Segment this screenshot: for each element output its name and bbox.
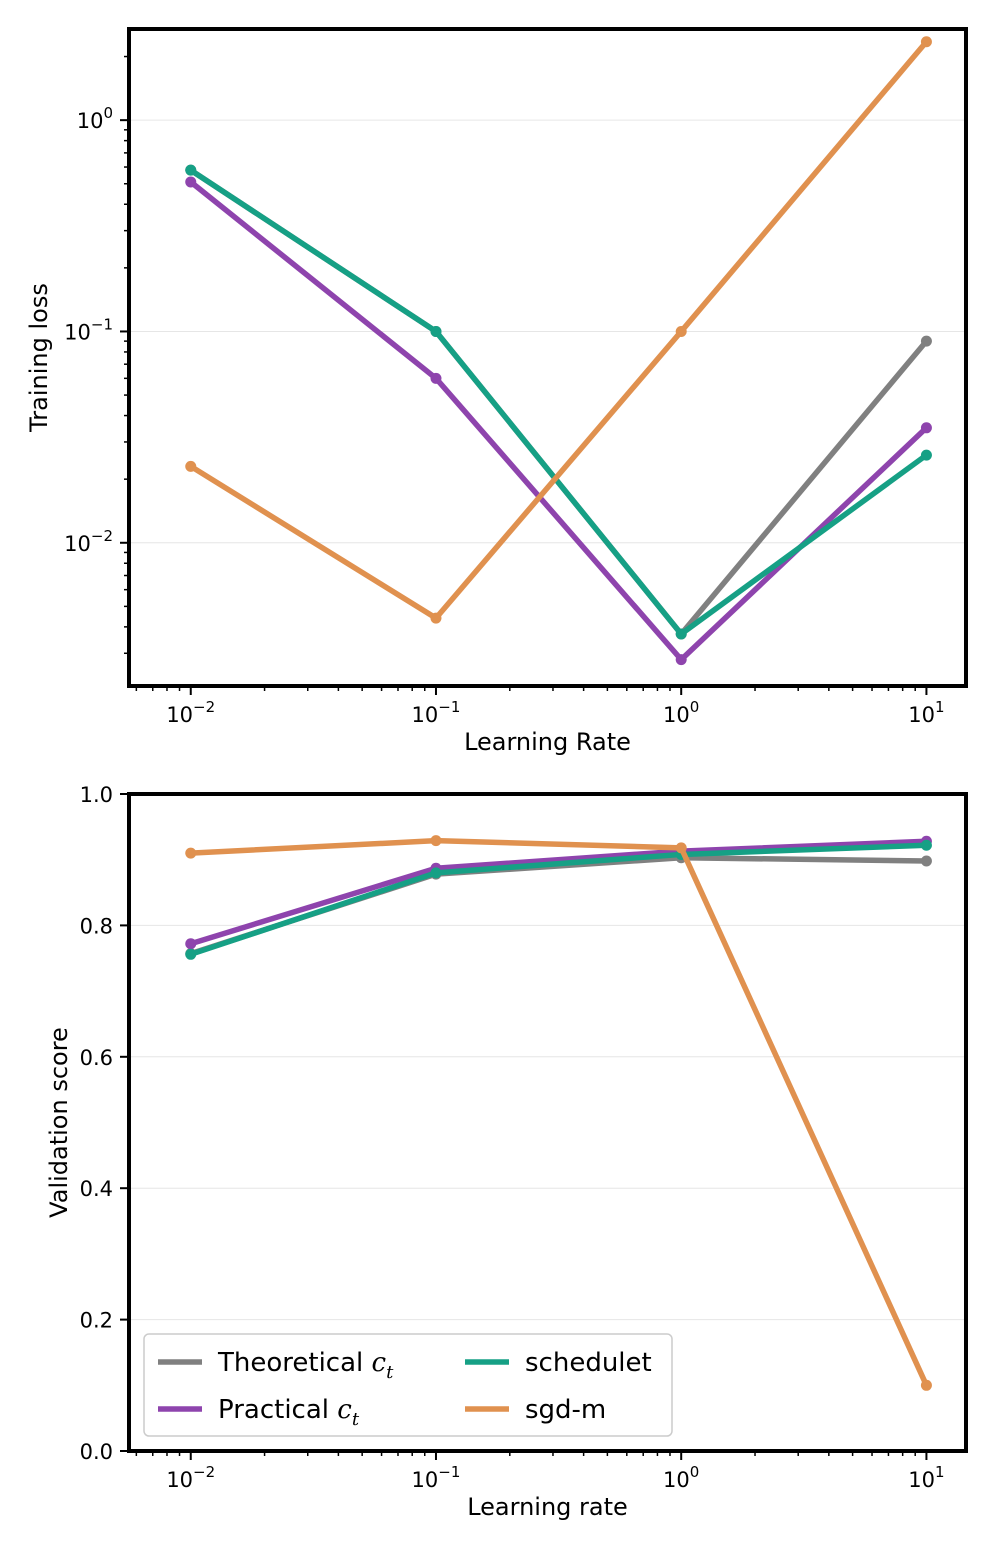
y-tick-label: 0.8 <box>80 914 113 938</box>
legend-label: Theoretical ct <box>217 1348 394 1383</box>
legend-label: Practical ct <box>218 1395 360 1430</box>
series-line-sgd-m <box>188 837 930 1389</box>
data-point-sgd-m <box>675 842 687 854</box>
training-loss-chart: 10−2 10−1 100 101 10−2 10−1 100 Learning Rate Tr… <box>25 27 968 756</box>
data-point-sgd-m <box>675 325 687 337</box>
x-tick-label: 10−2 <box>166 1463 215 1492</box>
y-tick-label: 0.0 <box>80 1440 113 1464</box>
data-point-practical <box>920 422 932 434</box>
x-tick-label: 101 <box>908 1463 944 1492</box>
data-point-practical <box>185 938 197 950</box>
series-line-sgd-m <box>188 38 930 621</box>
y-axis-label: Validation score <box>45 1027 73 1218</box>
x-tick-label: 10−2 <box>166 698 215 727</box>
data-point-schedulet <box>185 948 197 960</box>
plot-frame <box>127 27 968 688</box>
legend-box <box>143 1333 673 1437</box>
data-point-schedulet <box>430 867 442 879</box>
y-tick-label: 0.6 <box>80 1046 113 1070</box>
y-tick-label: 10−2 <box>64 527 113 556</box>
y-tick-label: 1.0 <box>80 783 113 807</box>
data-point-practical <box>675 654 687 666</box>
series-line-practical <box>188 179 930 663</box>
series-line-practical <box>188 838 930 947</box>
data-point-schedulet <box>675 628 687 640</box>
data-point-schedulet <box>185 164 197 176</box>
data-point-theoretical <box>920 855 932 867</box>
series-line-schedulet <box>188 167 930 637</box>
x-tick-label: 10−1 <box>412 698 461 727</box>
data-point-practical <box>430 372 442 384</box>
legend-label: schedulet <box>525 1348 652 1378</box>
legend: Theoretical ct Practical ct schedulet sgd-m <box>143 1333 673 1437</box>
data-point-practical <box>185 176 197 188</box>
data-point-theoretical <box>920 335 932 347</box>
x-tick-label: 100 <box>663 698 699 727</box>
x-tick-label: 101 <box>908 698 944 727</box>
plot-frame <box>127 792 968 1453</box>
validation-score-chart: 10−2 10−1 100 101 0.0 0.2 0.4 0.6 0.8 1.0 Learning… <box>45 783 968 1521</box>
y-tick-label: 10−1 <box>64 315 113 344</box>
data-point-sgd-m <box>185 847 197 859</box>
data-point-schedulet <box>920 839 932 851</box>
data-point-schedulet <box>920 449 932 461</box>
data-point-sgd-m <box>920 1379 932 1391</box>
legend-label: sgd-m <box>525 1395 606 1425</box>
data-point-sgd-m <box>920 36 932 48</box>
data-point-sgd-m <box>430 612 442 624</box>
data-point-sgd-m <box>430 835 442 847</box>
y-tick-label: 0.4 <box>80 1177 113 1201</box>
x-axis-label: Learning rate <box>467 1493 628 1521</box>
y-tick-label: 100 <box>77 104 113 133</box>
x-tick-label: 100 <box>663 1463 699 1492</box>
y-tick-label: 0.2 <box>80 1309 113 1333</box>
x-axis-label: Learning Rate <box>464 728 631 756</box>
data-point-schedulet <box>430 325 442 337</box>
series-line-schedulet <box>188 842 930 958</box>
data-point-sgd-m <box>185 460 197 472</box>
x-tick-label: 10−1 <box>412 1463 461 1492</box>
y-axis-label: Training loss <box>25 283 53 433</box>
series-line-theoretical <box>188 854 930 957</box>
